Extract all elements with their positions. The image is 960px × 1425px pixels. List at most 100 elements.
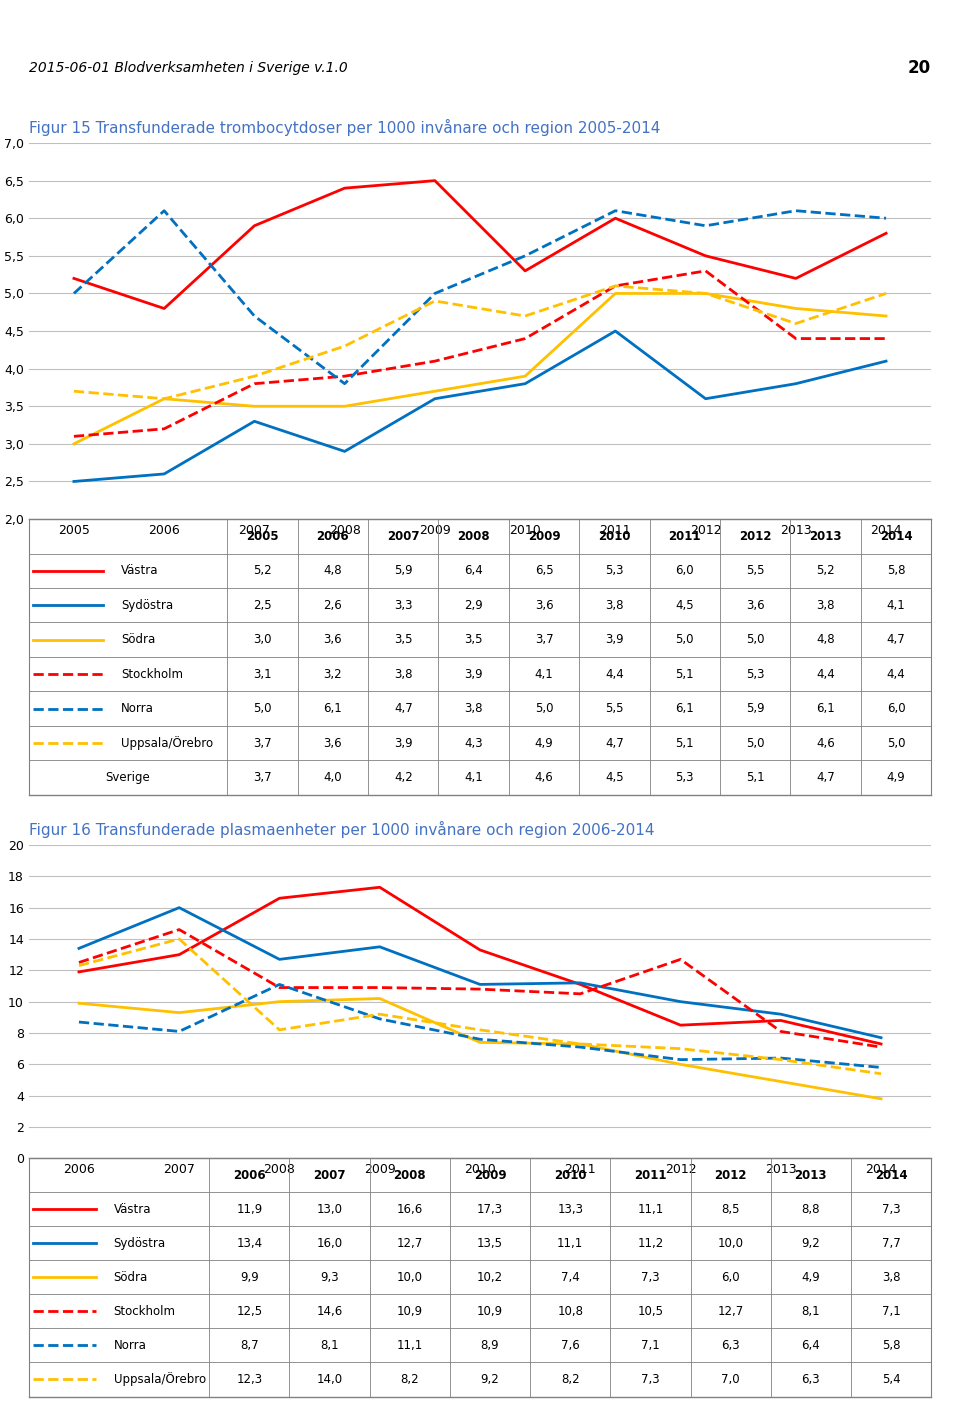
- Text: 4,9: 4,9: [887, 771, 905, 784]
- Text: 7,3: 7,3: [882, 1203, 900, 1216]
- Text: 3,5: 3,5: [465, 633, 483, 646]
- Text: 10,9: 10,9: [396, 1305, 422, 1318]
- Text: 3,6: 3,6: [324, 633, 342, 646]
- Text: 5,2: 5,2: [816, 564, 835, 577]
- Text: 2012: 2012: [714, 1168, 747, 1181]
- Text: 3,9: 3,9: [605, 633, 624, 646]
- Text: 6,3: 6,3: [721, 1340, 740, 1352]
- Text: 2012: 2012: [739, 530, 772, 543]
- Text: 3,7: 3,7: [253, 737, 272, 750]
- Text: 3,7: 3,7: [535, 633, 553, 646]
- Text: Sydöstra: Sydöstra: [113, 1237, 166, 1250]
- Text: 2011: 2011: [668, 530, 701, 543]
- Text: 4,4: 4,4: [887, 668, 905, 681]
- Text: 2006: 2006: [317, 530, 349, 543]
- Text: Stockholm: Stockholm: [121, 668, 183, 681]
- Text: 4,7: 4,7: [816, 771, 835, 784]
- Text: 4,6: 4,6: [535, 771, 554, 784]
- Text: 2007: 2007: [387, 530, 420, 543]
- Text: 3,0: 3,0: [253, 633, 272, 646]
- Text: 5,4: 5,4: [882, 1374, 900, 1387]
- Text: 12,5: 12,5: [236, 1305, 262, 1318]
- Text: 5,5: 5,5: [605, 703, 624, 715]
- Text: 9,2: 9,2: [802, 1237, 820, 1250]
- Text: 2008: 2008: [394, 1168, 426, 1181]
- Text: 2007: 2007: [313, 1168, 346, 1181]
- Text: Figur 15 Transfunderade trombocytdoser per 1000 invånare och region 2005-2014: Figur 15 Transfunderade trombocytdoser p…: [29, 120, 660, 137]
- Text: 13,5: 13,5: [477, 1237, 503, 1250]
- Text: 6,0: 6,0: [676, 564, 694, 577]
- Text: 2008: 2008: [457, 530, 490, 543]
- Text: 4,0: 4,0: [324, 771, 342, 784]
- Text: 2006: 2006: [233, 1168, 266, 1181]
- Text: 4,5: 4,5: [676, 598, 694, 611]
- Text: 3,5: 3,5: [394, 633, 413, 646]
- Text: 2009: 2009: [528, 530, 561, 543]
- Text: 5,8: 5,8: [882, 1340, 900, 1352]
- Text: 2014: 2014: [875, 1168, 907, 1181]
- Text: 9,2: 9,2: [481, 1374, 499, 1387]
- Text: 5,2: 5,2: [253, 564, 272, 577]
- Text: 2014: 2014: [879, 530, 912, 543]
- Text: 10,0: 10,0: [718, 1237, 744, 1250]
- Text: 5,0: 5,0: [746, 633, 764, 646]
- Text: 2005: 2005: [246, 530, 278, 543]
- Text: 5,9: 5,9: [394, 564, 413, 577]
- Text: 11,1: 11,1: [396, 1340, 423, 1352]
- Text: 8,1: 8,1: [321, 1340, 339, 1352]
- Text: 4,9: 4,9: [535, 737, 554, 750]
- Text: 10,2: 10,2: [477, 1271, 503, 1284]
- Text: 5,1: 5,1: [746, 771, 764, 784]
- Text: 11,1: 11,1: [637, 1203, 663, 1216]
- Text: 3,3: 3,3: [394, 598, 413, 611]
- Text: 17,3: 17,3: [477, 1203, 503, 1216]
- Text: 7,0: 7,0: [721, 1374, 740, 1387]
- Text: 10,5: 10,5: [637, 1305, 663, 1318]
- Text: 5,1: 5,1: [676, 668, 694, 681]
- Text: 7,4: 7,4: [561, 1271, 580, 1284]
- Text: Södra: Södra: [121, 633, 156, 646]
- Text: 7,1: 7,1: [881, 1305, 900, 1318]
- Text: 3,9: 3,9: [465, 668, 483, 681]
- Text: 4,4: 4,4: [605, 668, 624, 681]
- Text: 3,6: 3,6: [535, 598, 553, 611]
- Text: 4,4: 4,4: [816, 668, 835, 681]
- Text: 8,2: 8,2: [561, 1374, 580, 1387]
- Text: 5,0: 5,0: [676, 633, 694, 646]
- Text: 4,9: 4,9: [802, 1271, 820, 1284]
- Text: 3,7: 3,7: [253, 771, 272, 784]
- Text: 2011: 2011: [635, 1168, 666, 1181]
- Text: 8,9: 8,9: [481, 1340, 499, 1352]
- Text: 13,3: 13,3: [557, 1203, 584, 1216]
- Text: 3,8: 3,8: [465, 703, 483, 715]
- Text: 6,4: 6,4: [802, 1340, 820, 1352]
- Text: 2,9: 2,9: [465, 598, 483, 611]
- Text: 7,6: 7,6: [561, 1340, 580, 1352]
- Text: 4,8: 4,8: [324, 564, 342, 577]
- Text: 11,2: 11,2: [637, 1237, 663, 1250]
- Text: 14,0: 14,0: [317, 1374, 343, 1387]
- Text: Uppsala/Örebro: Uppsala/Örebro: [113, 1372, 205, 1387]
- Text: 4,7: 4,7: [605, 737, 624, 750]
- Text: 9,3: 9,3: [321, 1271, 339, 1284]
- Text: 12,7: 12,7: [717, 1305, 744, 1318]
- Text: 20: 20: [908, 58, 931, 77]
- Text: Norra: Norra: [113, 1340, 147, 1352]
- Text: 6,1: 6,1: [816, 703, 835, 715]
- Text: Södra: Södra: [113, 1271, 148, 1284]
- Text: 5,0: 5,0: [535, 703, 553, 715]
- Text: 16,6: 16,6: [396, 1203, 423, 1216]
- Text: 2010: 2010: [554, 1168, 587, 1181]
- Text: 6,0: 6,0: [721, 1271, 740, 1284]
- Text: 2013: 2013: [809, 530, 842, 543]
- Text: 2,5: 2,5: [253, 598, 272, 611]
- Text: 4,8: 4,8: [816, 633, 835, 646]
- Text: 2015-06-01 Blodverksamheten i Sverige v.1.0: 2015-06-01 Blodverksamheten i Sverige v.…: [29, 61, 348, 76]
- Text: 5,3: 5,3: [746, 668, 764, 681]
- Text: 16,0: 16,0: [317, 1237, 343, 1250]
- Text: 4,7: 4,7: [887, 633, 905, 646]
- Text: 5,0: 5,0: [253, 703, 272, 715]
- Text: 7,3: 7,3: [641, 1374, 660, 1387]
- Text: 2010: 2010: [598, 530, 631, 543]
- Text: 12,7: 12,7: [396, 1237, 423, 1250]
